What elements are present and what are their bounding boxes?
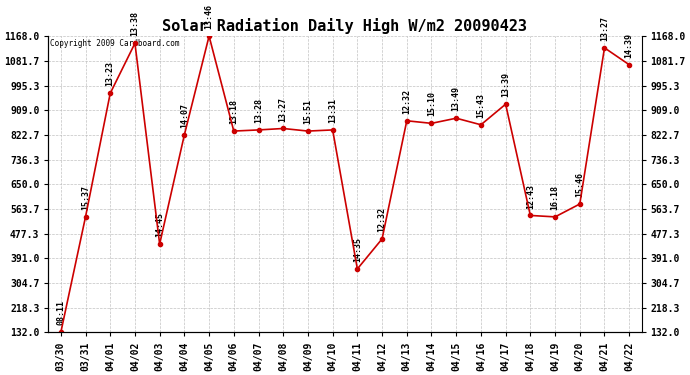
Text: Copyright 2009 Cardboard.com: Copyright 2009 Cardboard.com bbox=[50, 39, 179, 48]
Text: 13:18: 13:18 bbox=[229, 99, 238, 124]
Text: 15:37: 15:37 bbox=[81, 185, 90, 210]
Text: 14:35: 14:35 bbox=[353, 237, 362, 262]
Title: Solar Radiation Daily High W/m2 20090423: Solar Radiation Daily High W/m2 20090423 bbox=[163, 18, 527, 33]
Text: 14:45: 14:45 bbox=[155, 212, 164, 237]
Text: 12:32: 12:32 bbox=[377, 207, 386, 232]
Text: 15:46: 15:46 bbox=[575, 172, 584, 197]
Text: 13:27: 13:27 bbox=[600, 16, 609, 41]
Text: 15:51: 15:51 bbox=[304, 99, 313, 124]
Text: 13:38: 13:38 bbox=[130, 11, 139, 36]
Text: 14:39: 14:39 bbox=[624, 33, 633, 58]
Text: 08:11: 08:11 bbox=[57, 300, 66, 326]
Text: 13:31: 13:31 bbox=[328, 98, 337, 123]
Text: 13:28: 13:28 bbox=[254, 98, 263, 123]
Text: 12:43: 12:43 bbox=[526, 183, 535, 209]
Text: 13:27: 13:27 bbox=[279, 96, 288, 122]
Text: 15:10: 15:10 bbox=[427, 92, 436, 116]
Text: 13:39: 13:39 bbox=[501, 72, 510, 97]
Text: 13:46: 13:46 bbox=[204, 4, 214, 29]
Text: 16:18: 16:18 bbox=[551, 185, 560, 210]
Text: 15:43: 15:43 bbox=[476, 93, 486, 118]
Text: 13:23: 13:23 bbox=[106, 62, 115, 86]
Text: 13:49: 13:49 bbox=[452, 86, 461, 111]
Text: 14:07: 14:07 bbox=[180, 103, 189, 128]
Text: 12:32: 12:32 bbox=[402, 89, 411, 114]
